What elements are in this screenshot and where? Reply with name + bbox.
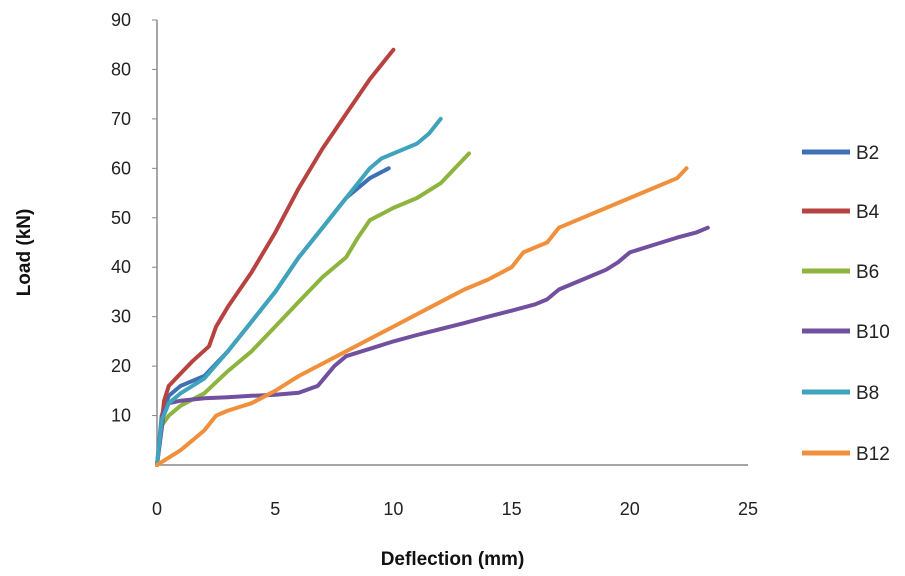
y-tick-label: 70 [111, 109, 131, 129]
x-tick-label: 10 [383, 499, 403, 519]
series-line-b2 [155, 166, 391, 467]
legend-label-b10: B10 [856, 322, 890, 343]
x-tick-label: 20 [620, 499, 640, 519]
y-tick-label: 30 [111, 307, 131, 327]
legend: B2 B4 B6 B10 B8 B12 [802, 143, 890, 465]
x-tick-label: 5 [270, 499, 280, 519]
series-lines [155, 47, 710, 467]
series-line-b10 [155, 225, 710, 467]
series-line-b6 [155, 151, 471, 467]
y-ticks: 10 20 30 40 50 60 70 80 90 [111, 10, 157, 426]
legend-label-b8: B8 [856, 383, 879, 404]
y-tick-label: 50 [111, 208, 131, 228]
legend-label-b6: B6 [856, 262, 879, 283]
plot-area: 0 5 10 15 20 25 10 20 30 40 50 60 70 80 90 [111, 10, 758, 519]
legend-label-b12: B12 [856, 444, 890, 465]
y-tick-label: 20 [111, 356, 131, 376]
y-tick-label: 90 [111, 10, 131, 30]
y-tick-label: 60 [111, 158, 131, 178]
x-tick-label: 25 [738, 499, 758, 519]
x-ticks: 0 5 10 15 20 25 [152, 499, 758, 519]
legend-label-b2: B2 [856, 143, 879, 164]
x-axis-title: Deflection (mm) [381, 549, 525, 570]
y-tick-label: 40 [111, 257, 131, 277]
x-tick-label: 0 [152, 499, 162, 519]
series-line-b12 [155, 166, 689, 467]
series-line-b8 [155, 116, 443, 467]
y-tick-label: 10 [111, 406, 131, 426]
y-axis-title: Load (kN) [14, 209, 35, 297]
x-tick-label: 15 [502, 499, 522, 519]
y-tick-label: 80 [111, 59, 131, 79]
legend-label-b4: B4 [856, 202, 880, 223]
series-line-b4 [155, 47, 396, 467]
